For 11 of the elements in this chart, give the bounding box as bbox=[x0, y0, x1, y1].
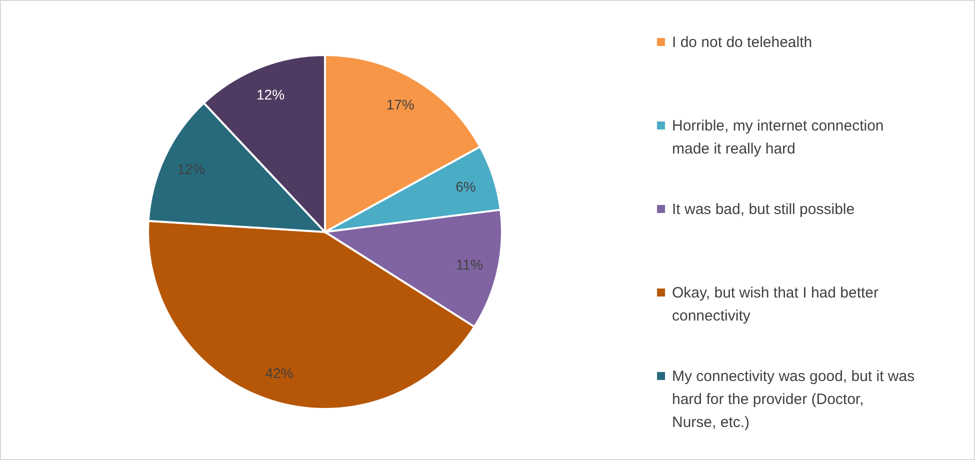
data-label: 12% bbox=[177, 160, 206, 177]
data-label: 6% bbox=[456, 178, 476, 194]
data-label: 12% bbox=[256, 86, 285, 102]
legend-label: I do not do telehealth bbox=[672, 34, 812, 50]
legend-label: Okay, but wish that I had better connectivity bbox=[672, 284, 879, 324]
legend-label: My connectivity was good, but it was hard for the provider (Doctor, Nurse, etc.) bbox=[672, 368, 915, 430]
data-label: 42% bbox=[265, 364, 294, 381]
legend-label: It was bad, but still possible bbox=[672, 200, 855, 218]
legend-label: Horrible, my internet connection made it really hard bbox=[672, 117, 884, 157]
data-label: 17% bbox=[386, 96, 414, 113]
data-label: 11% bbox=[456, 256, 483, 272]
